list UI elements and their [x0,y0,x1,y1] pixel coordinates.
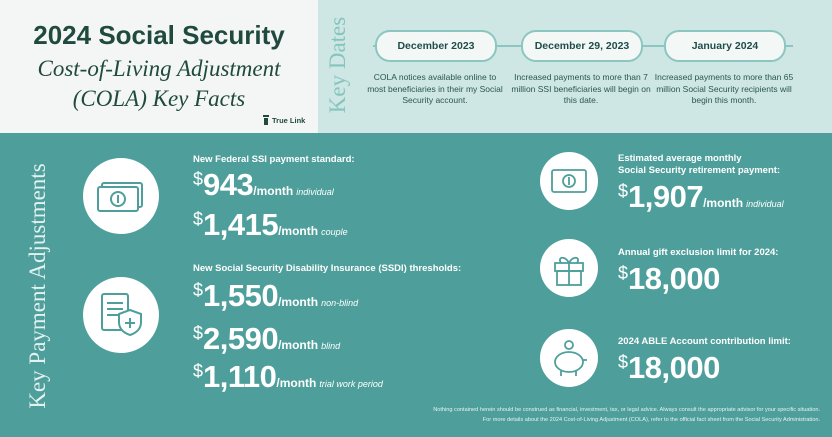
amount-value: 1,110 [203,359,277,394]
date-description: COLA notices available online to most be… [367,72,503,105]
currency: $ [193,169,204,189]
payments-panel: Key Payment Adjustments New Federal SSI … [0,133,832,437]
amount: $18,000 [618,261,720,297]
disclaimer: For more details about the 2024 Cost-of-… [482,417,820,423]
currency: $ [193,361,204,381]
currency: $ [193,323,204,343]
payment-label: Estimated average monthly [618,153,742,164]
title: 2024 Social Security [33,20,285,50]
header-panel: 2024 Social Security Cost-of-Living Adju… [0,0,318,133]
amount-unit: /month [276,376,317,390]
brand: True Link [272,116,306,125]
payment-label: Annual gift exclusion limit for 2024: [618,247,779,258]
gift-icon [540,239,598,297]
cash-icon [83,158,159,234]
payment-label: New Federal SSI payment standard: [193,154,355,165]
amount-unit: /month [278,224,319,238]
subtitle: (COLA) Key Facts [72,86,246,111]
currency: $ [618,263,629,283]
date-description: Increased payments to more than 65 milli… [654,72,794,105]
amount-value: 1,550 [203,278,279,313]
amount-unit: /month [253,184,294,198]
payment-label: Social Security retirement payment: [618,165,781,176]
date-pill: December 2023 [375,30,497,62]
amount-unit: /month [703,196,744,210]
section-heading: Key Payment Adjustments [25,163,50,409]
amount-qualifier: individual [746,199,784,209]
amount-qualifier: non-blind [321,298,359,308]
amount-value: 1,907 [628,179,704,214]
amount-value: 943 [203,167,254,202]
cash-icon [540,152,598,210]
date-pill: December 29, 2023 [521,30,643,62]
amount: $1,550/month non-blind [193,278,358,314]
amount-value: 2,590 [203,321,279,356]
date-description: Increased payments to more than 7 millio… [511,72,651,105]
currency: $ [193,209,204,229]
subtitle: Cost-of-Living Adjustment [37,56,281,81]
key-dates-panel: Key Dates December 2023 December 29, 202… [318,0,832,133]
amount: $1,907/month individual [618,179,784,215]
amount: $943/month individual [193,167,334,203]
date-pill: January 2024 [664,30,786,62]
amount-value: 18,000 [628,261,720,296]
currency: $ [618,352,629,372]
amount-qualifier: trial work period [319,379,383,389]
amount: $1,415/month couple [193,207,348,243]
payment-label: 2024 ABLE Account contribution limit: [618,336,791,347]
piggy-bank-icon [540,329,598,387]
brand-icon [263,115,269,125]
amount-qualifier: couple [321,227,348,237]
amount-value: 18,000 [628,350,720,385]
amount-unit: /month [278,295,319,309]
currency: $ [618,181,629,201]
currency: $ [193,280,204,300]
document-shield-icon [83,277,159,353]
amount: $18,000 [618,350,720,386]
amount-qualifier: individual [296,187,334,197]
amount-unit: /month [278,338,319,352]
amount-qualifier: blind [321,341,341,351]
section-heading: Key Dates [325,16,350,114]
disclaimer: Nothing contained herein should be const… [433,407,820,413]
amount: $2,590/month blind [193,321,340,357]
amount: $1,110/month trial work period [193,359,383,395]
payment-label: New Social Security Disability Insurance… [193,263,462,274]
amount-value: 1,415 [203,207,279,242]
